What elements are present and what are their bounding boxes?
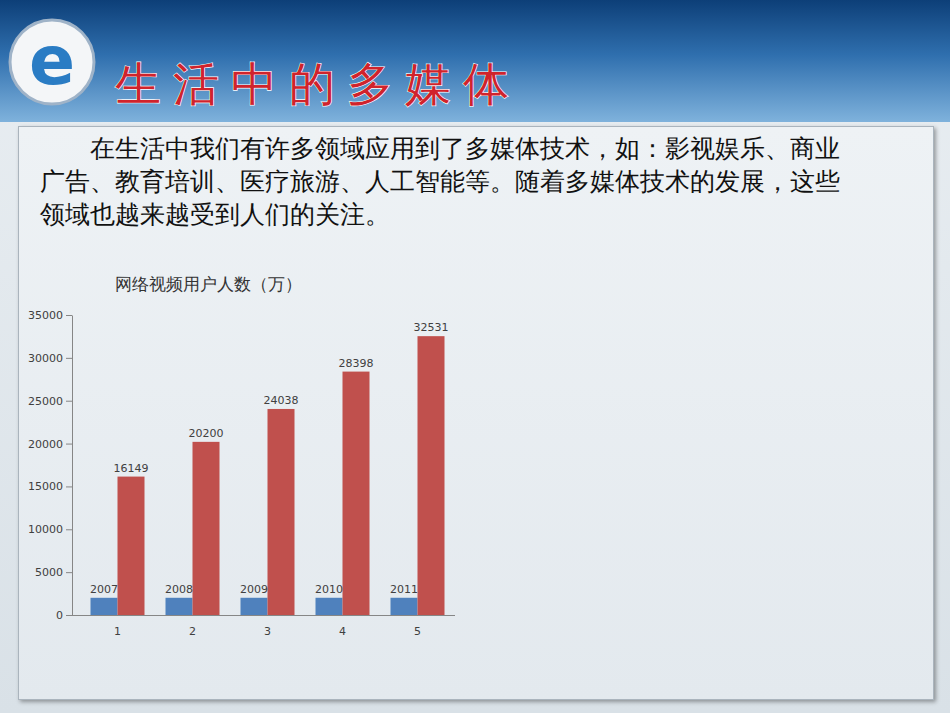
bar: [166, 598, 193, 615]
y-axis: 0 5000 10000 15000 20000 25000 30000 35000: [28, 309, 73, 622]
data-label: 2011: [390, 583, 418, 596]
data-labels: 2007 2008 2009 2010 2011 16149 20200 24038 28398…: [90, 321, 449, 596]
y-tick: 0: [56, 609, 72, 622]
chart-title: 网络视频用户人数（万）: [115, 274, 302, 294]
data-label: 20200: [189, 427, 224, 440]
y-tick-mark: [66, 572, 72, 573]
y-tick: 35000: [28, 309, 72, 322]
header-title: 生活中的多媒体: [115, 57, 521, 111]
y-tick-mark: [66, 401, 72, 402]
y-tick-mark: [66, 486, 72, 487]
bar: [418, 336, 445, 615]
y-tick: 5000: [35, 566, 72, 579]
data-label: 2010: [315, 583, 343, 596]
data-label: 2007: [90, 583, 118, 596]
data-label: 32531: [414, 321, 449, 334]
x-tick: 2: [189, 615, 196, 638]
y-tick-label: 30000: [28, 352, 63, 365]
y-tick-mark: [66, 529, 72, 530]
bar: [316, 598, 343, 615]
x-axis: 1 2 3 4 5: [72, 615, 455, 638]
x-tick: 3: [264, 615, 271, 638]
data-label: 16149: [114, 462, 149, 475]
bar: [91, 598, 118, 615]
y-tick-label: 20000: [28, 438, 63, 451]
y-tick-mark: [66, 444, 72, 445]
y-tick-label: 35000: [28, 309, 63, 322]
x-tick-label: 3: [264, 625, 271, 638]
bar: [118, 477, 145, 615]
bar: [268, 409, 295, 615]
x-tick: 1: [114, 615, 121, 638]
x-tick-label: 5: [414, 625, 421, 638]
y-tick: 15000: [28, 480, 72, 493]
y-axis-line: [72, 316, 73, 616]
bar: [241, 598, 268, 615]
data-label: 2008: [165, 583, 193, 596]
y-tick-label: 15000: [28, 480, 63, 493]
data-label: 28398: [339, 357, 374, 370]
y-tick-mark: [66, 358, 72, 359]
x-tick: 4: [339, 615, 346, 638]
logo: e: [10, 20, 94, 104]
logo-letter: e: [29, 21, 75, 100]
bars: [91, 336, 445, 615]
y-tick-label: 0: [56, 609, 63, 622]
data-label: 2009: [240, 583, 268, 596]
bar: [193, 442, 220, 615]
x-axis-line: [72, 615, 455, 616]
y-tick-label: 25000: [28, 395, 63, 408]
y-tick: 20000: [28, 438, 72, 451]
logo-circle: [10, 20, 94, 104]
bar: [343, 372, 370, 615]
y-tick-label: 10000: [28, 523, 63, 536]
x-tick-label: 4: [339, 625, 346, 638]
y-tick: 25000: [28, 395, 72, 408]
y-tick-mark: [66, 315, 72, 316]
x-tick: 5: [414, 615, 421, 638]
body-text: 在生活中我们有许多领域应用到了多媒体技术，如：影视娱乐、商业广告、教育培训、医疗…: [40, 132, 860, 231]
y-tick: 10000: [28, 523, 72, 536]
y-tick: 30000: [28, 352, 72, 365]
bar: [391, 598, 418, 615]
x-tick-label: 1: [114, 625, 121, 638]
data-label: 24038: [264, 394, 299, 407]
y-tick-mark: [66, 615, 72, 616]
x-tick-label: 2: [189, 625, 196, 638]
y-tick-label: 5000: [35, 566, 63, 579]
